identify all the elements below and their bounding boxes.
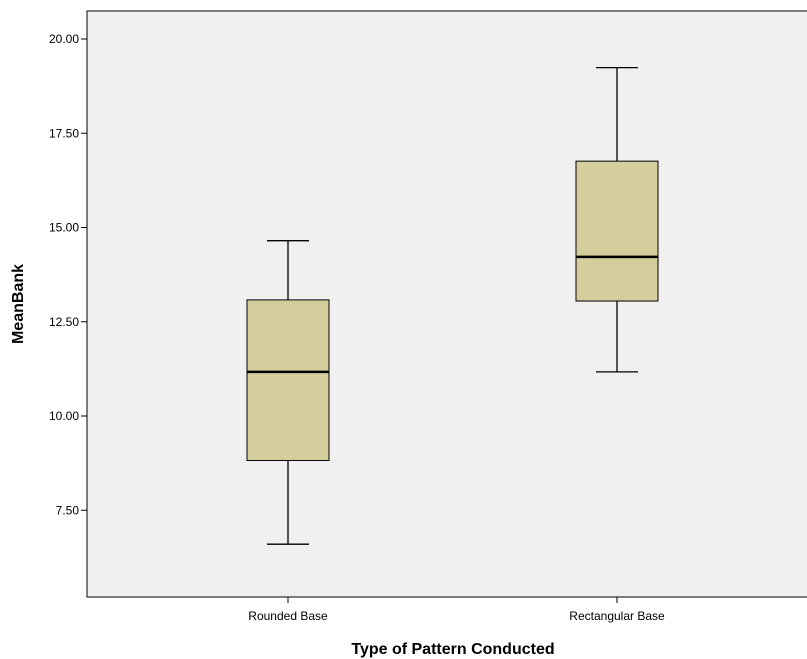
y-tick-label: 12.50	[49, 315, 79, 329]
y-tick-label: 20.00	[49, 32, 79, 46]
box-rounded-base	[246, 240, 330, 545]
plot-area	[86, 10, 807, 598]
y-tick-label: 10.00	[49, 409, 79, 423]
x-axis-title: Type of Pattern Conducted	[351, 641, 554, 658]
x-tick-label: Rectangular Base	[569, 609, 665, 623]
box-rectangular-base	[575, 67, 659, 373]
y-tick-label: 7.50	[56, 503, 80, 517]
y-axis-title: MeanBank	[10, 264, 27, 344]
boxes-group	[246, 67, 659, 545]
x-axis: Rounded Base Rectangular Base	[248, 597, 665, 623]
x-tick-label: Rounded Base	[248, 609, 328, 623]
y-tick-label: 17.50	[49, 126, 79, 140]
y-axis: 7.50 10.00 12.50 15.00 17.50 20.00	[49, 32, 87, 517]
iqr-box	[246, 299, 330, 461]
iqr-box	[575, 160, 659, 302]
y-tick-label: 15.00	[49, 221, 79, 235]
